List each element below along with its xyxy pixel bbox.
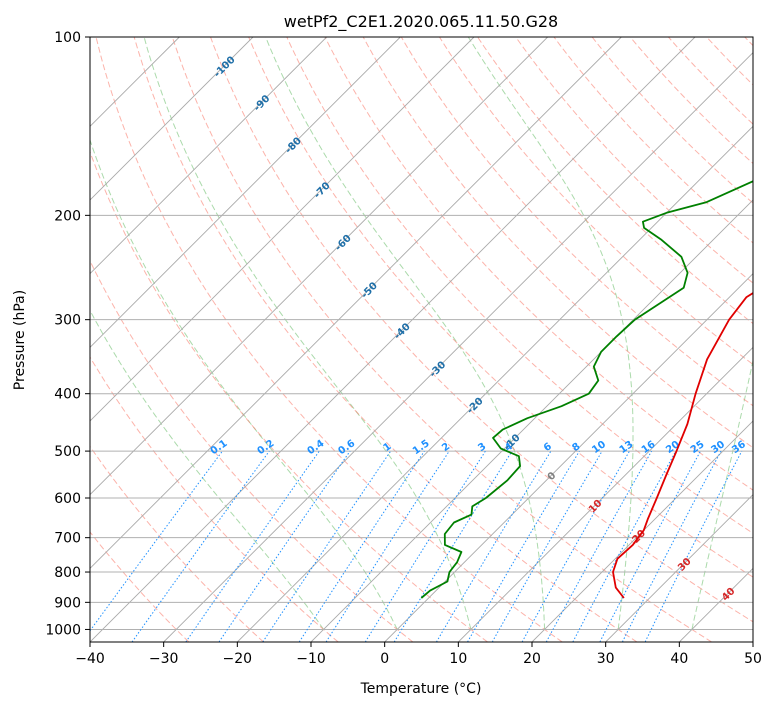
chart-title: wetPf2_C2E1.2020.065.11.50.G28 bbox=[284, 12, 558, 32]
isotherm-line bbox=[90, 37, 327, 275]
moist-adiabat-line bbox=[691, 358, 753, 630]
dry-adiabats bbox=[90, 37, 753, 642]
axes: −40 −30 −20 −10 0 10 20 30 40 50 100 200 300 400 500 60… bbox=[45, 30, 762, 667]
isotherm-line bbox=[90, 37, 696, 642]
plot-frame bbox=[89, 36, 754, 643]
isotherm-line bbox=[163, 52, 753, 642]
y-tick-label: 300 bbox=[54, 313, 81, 329]
profiles bbox=[420, 180, 753, 599]
isotherm-line bbox=[237, 125, 753, 642]
x-tick-label: 0 bbox=[380, 651, 389, 667]
dry-adiabat-line bbox=[248, 37, 753, 578]
x-tick-label: −40 bbox=[75, 651, 105, 667]
x-tick-label: −20 bbox=[223, 651, 253, 667]
x-tick-label: 40 bbox=[670, 651, 688, 667]
isotherm-line bbox=[90, 37, 475, 422]
dry-adiabat-line bbox=[133, 37, 638, 642]
pressure-gridlines bbox=[90, 37, 753, 630]
mixing-ratio-line bbox=[90, 450, 223, 632]
isotherm-line bbox=[531, 420, 753, 642]
x-tick-label: −30 bbox=[149, 651, 179, 667]
dry-adiabat-line bbox=[400, 37, 753, 407]
y-tick-label: 600 bbox=[54, 491, 81, 507]
moist-adiabat-line bbox=[467, 37, 634, 630]
y-tick-label: 100 bbox=[54, 30, 81, 46]
y-axis-label: Pressure (hPa) bbox=[12, 290, 28, 390]
dry-adiabat-line bbox=[591, 37, 753, 204]
isotherm-line bbox=[90, 37, 622, 569]
y-tick-label: 900 bbox=[54, 595, 81, 611]
mixing-ratio-line bbox=[545, 450, 653, 642]
mixing-ratio-line bbox=[599, 450, 701, 642]
dry-adiabat-line bbox=[90, 356, 339, 642]
mixing-ratio-line bbox=[435, 450, 552, 642]
mixing-ratio-line bbox=[262, 450, 392, 642]
dry-adiabat-line bbox=[476, 37, 753, 325]
mixing-ratio-line bbox=[393, 450, 513, 642]
mixing-ratio-line bbox=[185, 450, 320, 642]
dewpoint-profile-line bbox=[420, 180, 753, 599]
mixing-ratio-line bbox=[644, 450, 743, 642]
isotherm-line bbox=[752, 641, 753, 642]
isotherm-line bbox=[90, 37, 548, 496]
x-tick-label: 50 bbox=[744, 651, 762, 667]
x-tick-label: −10 bbox=[296, 651, 326, 667]
dry-adiabat-line bbox=[90, 150, 488, 642]
mixing-ratio-line bbox=[521, 450, 630, 642]
isotherm-line bbox=[605, 494, 753, 642]
mixing-ratio-line bbox=[621, 450, 722, 642]
y-tick-label: 200 bbox=[54, 208, 81, 224]
dry-adiabat-line bbox=[90, 259, 414, 642]
mixing-ratio-line bbox=[131, 450, 270, 642]
dry-adiabat-line bbox=[629, 37, 753, 165]
mixing-ratio-lines bbox=[90, 450, 743, 642]
y-tick-label: 500 bbox=[54, 444, 81, 460]
mixing-ratio-line bbox=[364, 450, 486, 642]
y-tick-label: 800 bbox=[54, 565, 81, 581]
dry-adiabat-line bbox=[286, 37, 753, 534]
moist-adiabat-line bbox=[90, 138, 398, 630]
moist-adiabat-line bbox=[265, 37, 546, 630]
dry-adiabat-line bbox=[438, 37, 753, 366]
mixing-ratio-line bbox=[298, 450, 425, 642]
x-tick-label: 30 bbox=[597, 651, 615, 667]
dry-adiabat-line bbox=[90, 531, 190, 642]
plot-background bbox=[90, 37, 753, 642]
mixing-ratio-line bbox=[325, 450, 450, 642]
x-tick-label: 20 bbox=[523, 651, 541, 667]
y-tick-label: 400 bbox=[54, 387, 81, 403]
isotherms bbox=[90, 37, 753, 642]
temperature-profile-line bbox=[612, 291, 753, 599]
isotherm-line bbox=[384, 273, 753, 642]
mixing-ratio-line bbox=[572, 450, 677, 642]
x-axis-label: Temperature (°C) bbox=[360, 681, 482, 697]
dry-adiabat-line bbox=[95, 37, 563, 642]
moist-adiabats bbox=[90, 37, 753, 630]
isotherm-line bbox=[90, 37, 401, 348]
x-tick-label: 10 bbox=[449, 651, 467, 667]
dry-adiabat-line bbox=[171, 37, 712, 642]
dry-adiabat-line bbox=[515, 37, 753, 284]
isotherm-line bbox=[90, 37, 254, 201]
mixing-ratio-line bbox=[218, 450, 351, 642]
dry-adiabat-line bbox=[210, 37, 753, 623]
dry-adiabat-line bbox=[553, 37, 753, 244]
isotherm-line bbox=[458, 346, 753, 642]
y-tick-label: 1000 bbox=[45, 622, 81, 638]
y-tick-label: 700 bbox=[54, 531, 81, 547]
